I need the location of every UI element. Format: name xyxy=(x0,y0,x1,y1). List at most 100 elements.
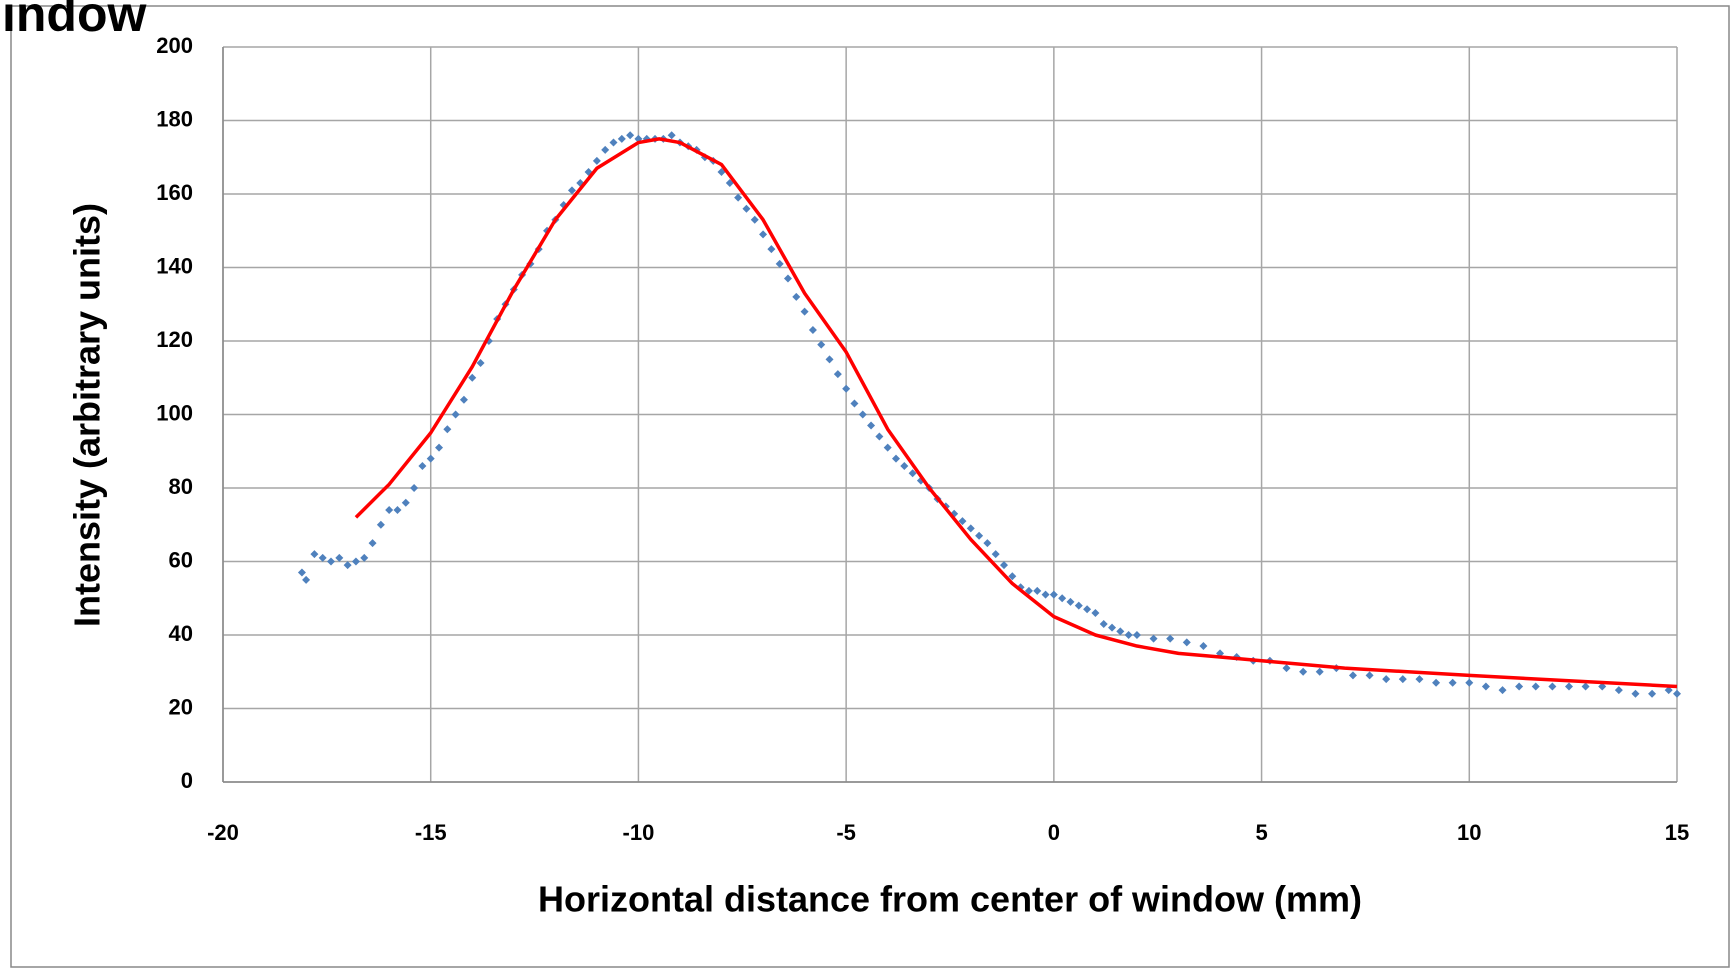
data-point xyxy=(833,370,842,379)
data-point xyxy=(759,230,768,239)
data-point xyxy=(335,553,344,562)
data-point xyxy=(783,274,792,283)
data-point xyxy=(1564,682,1573,691)
y-axis-title: Intensity (arbitrary units) xyxy=(67,203,108,627)
data-point xyxy=(1465,678,1474,687)
data-point xyxy=(1515,682,1524,691)
data-point xyxy=(983,539,992,548)
data-point xyxy=(1631,689,1640,698)
data-point xyxy=(343,561,352,570)
frame xyxy=(10,5,1730,968)
data-point xyxy=(1166,634,1175,643)
data-point xyxy=(1531,682,1540,691)
data-point xyxy=(734,193,743,202)
data-point xyxy=(883,443,892,452)
data-point xyxy=(1074,601,1083,610)
data-point xyxy=(1008,572,1017,581)
data-point xyxy=(1448,678,1457,687)
data-point xyxy=(1091,608,1100,617)
data-point xyxy=(1199,642,1208,651)
y-tick-label: 20 xyxy=(169,694,193,719)
data-point xyxy=(327,557,336,566)
data-point xyxy=(1033,586,1042,595)
data-point xyxy=(1182,638,1191,647)
y-tick-label: 160 xyxy=(156,180,193,205)
data-point xyxy=(792,292,801,301)
x-tick-label: -5 xyxy=(836,820,856,845)
x-tick-label: 10 xyxy=(1457,820,1481,845)
data-point xyxy=(401,498,410,507)
data-point xyxy=(1041,590,1050,599)
data-point xyxy=(966,524,975,533)
data-point xyxy=(1365,671,1374,680)
x-tick-label: 0 xyxy=(1048,820,1060,845)
data-point xyxy=(418,461,427,470)
data-point xyxy=(385,506,394,515)
y-tick-label: 140 xyxy=(156,253,193,278)
data-point xyxy=(1398,675,1407,684)
data-point xyxy=(360,553,369,562)
data-point xyxy=(617,134,626,143)
x-tick-label: -10 xyxy=(623,820,655,845)
data-point xyxy=(842,384,851,393)
x-tick-label: -20 xyxy=(207,820,239,845)
y-tick-label: 40 xyxy=(169,621,193,646)
y-tick-label: 80 xyxy=(169,474,193,499)
data-point xyxy=(1058,594,1067,603)
data-point xyxy=(468,373,477,382)
data-point xyxy=(800,307,809,316)
data-point xyxy=(817,340,826,349)
data-point xyxy=(451,410,460,419)
data-point xyxy=(1049,590,1058,599)
data-point xyxy=(318,553,327,562)
data-point xyxy=(1581,682,1590,691)
data-point xyxy=(1149,634,1158,643)
data-point xyxy=(609,138,618,147)
data-point xyxy=(297,568,306,577)
data-point xyxy=(1382,675,1391,684)
data-point xyxy=(825,355,834,364)
data-point xyxy=(850,399,859,408)
data-point xyxy=(1132,631,1141,639)
data-point xyxy=(426,454,435,463)
data-point xyxy=(1116,627,1125,636)
data-point xyxy=(601,145,610,154)
data-point xyxy=(750,215,759,224)
data-point xyxy=(310,550,319,559)
y-tick-label: 180 xyxy=(156,106,193,131)
data-point xyxy=(476,359,485,368)
data-point xyxy=(1548,682,1557,691)
data-point xyxy=(443,425,452,434)
data-point xyxy=(1024,586,1033,595)
chart-title: indow xyxy=(2,0,147,42)
data-point xyxy=(908,469,917,478)
x-tick-label: 15 xyxy=(1665,820,1689,845)
data-point xyxy=(808,325,817,334)
data-point xyxy=(1000,561,1009,570)
data-point xyxy=(1124,631,1133,639)
y-tick-label: 120 xyxy=(156,327,193,352)
data-point xyxy=(858,410,867,419)
data-point xyxy=(1108,623,1117,632)
y-tick-label: 60 xyxy=(169,547,193,572)
data-point xyxy=(1415,675,1424,684)
data-point xyxy=(875,432,884,441)
x-tick-label: -15 xyxy=(415,820,447,845)
data-point xyxy=(1348,671,1357,680)
x-axis-title: Horizontal distance from center of windo… xyxy=(538,879,1362,920)
data-point xyxy=(1648,689,1657,698)
data-point xyxy=(459,395,468,404)
y-tick-label: 200 xyxy=(156,33,193,58)
data-point xyxy=(891,454,900,463)
data-point xyxy=(958,517,967,526)
data-point xyxy=(1598,682,1607,691)
data-point xyxy=(626,131,635,140)
data-point xyxy=(1498,686,1507,695)
data-point xyxy=(567,186,576,195)
data-point xyxy=(975,531,984,540)
data-point xyxy=(435,443,444,452)
data-point xyxy=(376,520,385,529)
data-point xyxy=(1315,667,1324,676)
y-tick-label: 100 xyxy=(156,400,193,425)
